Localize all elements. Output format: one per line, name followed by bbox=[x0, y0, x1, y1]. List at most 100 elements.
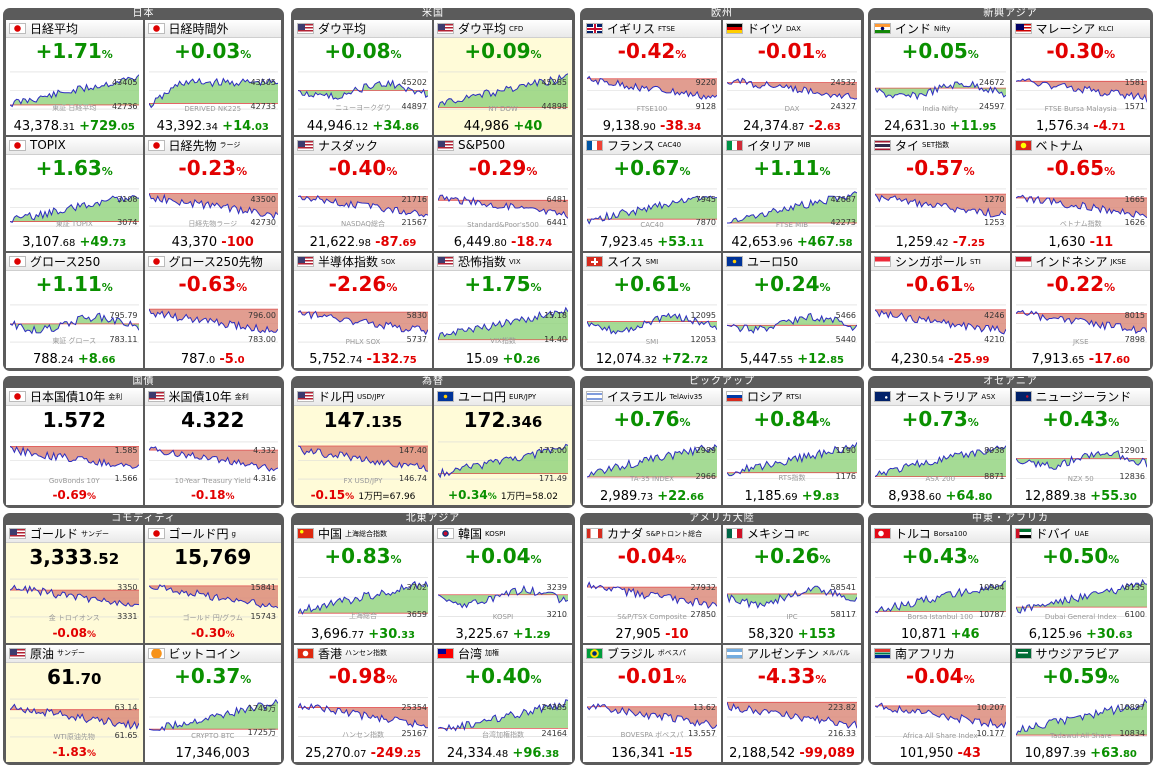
market-tile[interactable]: インドネシア JKSE -0.22% 8015 7898 JKSE 7,913.65 -1… bbox=[1011, 253, 1150, 368]
market-tile[interactable]: ユーロ円 EUR/JPY 172.346 173.00 171.49 +0.34% 1万… bbox=[434, 388, 572, 505]
market-name: ダウ平均 bbox=[318, 22, 367, 36]
market-tile[interactable]: ブラジル ボベスパ -0.01% 13.62 13.557 BOVESPA ボベスパ 13… bbox=[583, 644, 721, 762]
price-value: 43,378 bbox=[13, 118, 60, 134]
market-tile[interactable]: ドバイ UAE +0.50% 6135 6100 Dubai General Index… bbox=[1011, 525, 1150, 643]
market-tile[interactable]: サウジアラビア +0.59% 10897 10834 Tadawul All Shar… bbox=[1011, 644, 1150, 762]
chart-min-label: 5440 bbox=[835, 334, 856, 344]
market-tile[interactable]: オーストラリア ASX +0.73% 8938 8871 ASX 200 8,938.60… bbox=[871, 388, 1010, 505]
market-tile[interactable]: グロース250先物 -0.63% 796.00 783.00 787.0 -5.0 bbox=[144, 253, 281, 368]
market-tile[interactable]: ニュージーランド +0.43% 12901 12836 NZX 50 12,889.38… bbox=[1011, 388, 1150, 505]
market-tile[interactable]: タイ SET指数 -0.57% 1270 1253 1,259.42 -7.25 bbox=[871, 136, 1010, 252]
price-value: 7,913 bbox=[1031, 351, 1069, 367]
chart-min-label: 10834 bbox=[1119, 729, 1145, 738]
chart-min-label: 15743 bbox=[250, 611, 276, 621]
intraday-chart bbox=[298, 188, 428, 227]
chart-max-label: 8938 bbox=[984, 446, 1005, 455]
price-decimal: .12 bbox=[352, 121, 369, 133]
market-tile[interactable]: インド Nifty +0.05% 24672 24597 India Nifty 24,6… bbox=[871, 20, 1010, 135]
market-tile[interactable]: カナダ S&Pトロント総合 -0.04% 27932 27850 S&P/TSX Com… bbox=[583, 525, 721, 643]
market-tile[interactable]: ベトナム -0.65% 1665 1626 ベトナム指数 1,630 -11 bbox=[1011, 136, 1150, 252]
market-tile[interactable]: イスラエル TelAviv35 +0.76% 2989 2966 TA-35 INDEX… bbox=[583, 388, 721, 505]
chart-min-label: 1571 bbox=[1124, 101, 1145, 111]
chart-watermark: Tadawul All Share bbox=[1049, 732, 1112, 740]
tile-header: ゴールド サンデー bbox=[6, 525, 143, 543]
market-tile[interactable]: ロシア RTSI +0.84% 1190 1176 RTS指数 1,185.69 +9.8… bbox=[723, 388, 861, 505]
price-value: 6,449 bbox=[453, 235, 491, 251]
market-tile[interactable]: ユーロ50 +0.24% 5466 5440 5,447.55 +12.85 bbox=[723, 253, 861, 368]
price-value: 1,630 bbox=[1048, 235, 1086, 251]
market-tile[interactable]: 原油 サンデー 61.70 63.14 61.65 WTI原油先物 -1.83% bbox=[6, 644, 143, 762]
market-tile[interactable]: マレーシア KLCI -0.30% 1581 1571 FTSE Bursa Malay… bbox=[1011, 20, 1150, 135]
price-decimal: .98 bbox=[355, 238, 372, 250]
tile-header: イタリア MIB bbox=[723, 136, 861, 155]
chart-min-label: 3659 bbox=[406, 609, 427, 619]
market-tile[interactable]: TOPIX +1.63% 3108 3074 東証 TOPIX 3,107.68 +49… bbox=[6, 136, 143, 252]
price-value: 2,989 bbox=[600, 489, 638, 504]
chart-min-label: 42273 bbox=[830, 218, 856, 228]
price-change: +53 bbox=[657, 235, 687, 251]
chart-min-label: 14.40 bbox=[544, 334, 567, 344]
market-tile[interactable]: メキシコ IPC +0.26% 58541 58117 IPC 58,320 +153 bbox=[723, 525, 861, 643]
market-tile[interactable]: 米国債10年 金利 4.322 4.332 4.316 10-Year Treasury… bbox=[144, 388, 281, 505]
market-name: スイス bbox=[607, 255, 643, 270]
chart-min-label: 2966 bbox=[695, 472, 716, 481]
market-tile[interactable]: 中国 上海総合指数 +0.83% 3702 3659 上海総合 3,696.77 +30.… bbox=[294, 525, 432, 643]
market-tile[interactable]: 日経先物 ラージ -0.23% 43500 42730 日経先物ラージ 43,370 -1… bbox=[144, 136, 281, 252]
market-tile[interactable]: フランス CAC40 +0.67% 7945 7870 CAC40 7,923.45 +5… bbox=[583, 136, 721, 252]
group-title: 国債 bbox=[132, 376, 155, 387]
price-change-decimal: .80 bbox=[1119, 749, 1137, 760]
chart-area bbox=[1015, 194, 1147, 218]
market-tile[interactable]: ビットコイン +0.37% 1745万 1725万 CRYPTO BTC 17,346,… bbox=[144, 644, 281, 762]
market-tile[interactable]: 台湾 加権 +0.40% 24385 24164 台湾加権指数 24,334.48 +96… bbox=[434, 644, 572, 762]
us-flag-icon bbox=[297, 391, 314, 402]
tile-header: スイス SMI bbox=[583, 253, 721, 272]
market-tile[interactable]: 日本国債10年 金利 1.572 1.585 1.566 GovBonds 10Y -0.… bbox=[6, 388, 143, 505]
market-subname: ハンセン指数 bbox=[345, 649, 388, 657]
market-tile[interactable]: 日経時間外 +0.03% 43505 42733 DERIVED NK225 43,39… bbox=[144, 20, 282, 135]
price-change: +153 bbox=[797, 626, 836, 642]
chart-watermark: NY DOW bbox=[488, 104, 518, 113]
market-tile[interactable]: 日経平均 +1.71% 43405 42736 東証 日経平均 43,378.31 +7… bbox=[6, 20, 143, 135]
chart-watermark: VIX指数 bbox=[490, 336, 516, 345]
market-tile[interactable]: S&P500 -0.29% 6481 6441 Standard&Poor's500 6… bbox=[434, 136, 572, 252]
price-change-decimal: .75 bbox=[399, 354, 417, 366]
market-tile[interactable]: ダウ平均 CFD +0.09% 45285 44898 NY DOW 44,986 +40 bbox=[434, 20, 572, 135]
price-change-decimal: .05 bbox=[117, 121, 135, 133]
intraday-chart bbox=[298, 304, 428, 343]
market-tile[interactable]: 韓国 KOSPI +0.04% 3239 3210 KOSPI 3,225.67 +1.2… bbox=[434, 525, 572, 643]
market-tile[interactable]: アルゼンチン メルバル -4.33% 223.82 216.33 2,188,542 -… bbox=[723, 644, 861, 762]
market-tile[interactable]: ダウ平均 +0.08% 45202 44897 ニューヨークダウ 44,946.12 +… bbox=[294, 20, 432, 135]
market-tile[interactable]: 南アフリカ -0.04% 10.207 10.177 Africa All Share… bbox=[871, 644, 1010, 762]
market-tile[interactable]: 半導体指数 SOX -2.26% 5830 5737 PHLX SOX 5,752.74 … bbox=[294, 253, 432, 368]
chart-min-label: 146.74 bbox=[399, 474, 427, 483]
market-tile[interactable]: ナスダック -0.40% 21716 21567 NASDAQ総合 21,622.98 … bbox=[294, 136, 432, 252]
market-tile[interactable]: 香港 ハンセン指数 -0.98% 25354 25167 ハンセン指数 25,270.07… bbox=[294, 644, 432, 762]
chart-price-line bbox=[438, 306, 568, 341]
group-10: アメリカ大陸 カナダ S&Pトロント総合 -0.04% 27932 27850 S&P/… bbox=[580, 513, 864, 765]
intraday-chart bbox=[10, 71, 139, 110]
chart-watermark: 日経先物ラージ bbox=[188, 220, 238, 229]
market-tile[interactable]: 恐怖指数 VIX +1.75% 15.18 14.40 VIX指数 15.09 +0.26 bbox=[434, 253, 572, 368]
market-tile[interactable]: トルコ Borsa100 +0.43% 10904 10787 Borsa Istanb… bbox=[871, 525, 1010, 643]
market-tile[interactable]: シンガポール STI -0.61% 4246 4210 4,230.54 -25.99 bbox=[871, 253, 1010, 368]
price-footer: 43,392.34 +14.03 bbox=[145, 118, 282, 135]
market-tile[interactable]: ドイツ DAX -0.01% 24532 24327 DAX 24,374.87 -2.6… bbox=[723, 20, 861, 135]
market-tile[interactable]: イギリス FTSE -0.42% 9220 9128 FTSE100 9,138.90 -… bbox=[583, 20, 721, 135]
market-tile[interactable]: グロース250 +1.11% 795.79 783.11 東証 グロース 788.24 … bbox=[6, 253, 143, 368]
chart-area bbox=[298, 195, 428, 217]
price-change: -25 bbox=[948, 351, 972, 367]
market-tile[interactable]: ゴールド円 g 15,769 15841 15743 ゴールド 円/グラム -0.30% bbox=[144, 525, 281, 643]
price-change-decimal: .85 bbox=[826, 354, 844, 366]
jp-flag-icon bbox=[147, 528, 165, 539]
chart-watermark: 東証 グロース bbox=[52, 336, 97, 345]
market-tile[interactable]: スイス SMI +0.61% 12095 12053 SMI 12,074.32 +72.… bbox=[583, 253, 721, 368]
market-tile[interactable]: イタリア MIB +1.11% 42687 42273 FTSE MIB 42,653.9… bbox=[723, 136, 861, 252]
chart-price-line bbox=[148, 192, 278, 220]
group-title: 米国 bbox=[422, 8, 444, 19]
market-tile[interactable]: ゴールド サンデー 3,333.52 3350 3331 金 トロイオンス -0.08% bbox=[6, 525, 143, 643]
change-percent: -0.63% bbox=[178, 272, 248, 297]
market-subname: ASX bbox=[981, 392, 996, 401]
price-change: -7 bbox=[952, 235, 968, 251]
cn-flag-icon bbox=[297, 528, 314, 539]
market-tile[interactable]: ドル円 USD/JPY 147.135 147.40 146.74 FX USD/JPY… bbox=[294, 388, 432, 505]
